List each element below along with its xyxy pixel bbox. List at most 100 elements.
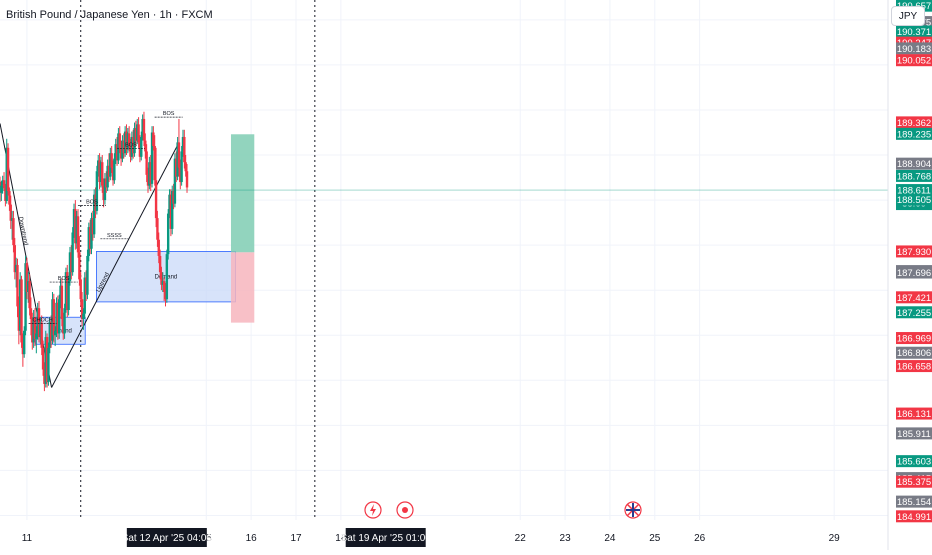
candle-body — [126, 133, 130, 150]
candle-body — [161, 281, 164, 285]
demand-zone — [35, 316, 86, 345]
candle-body — [103, 178, 107, 201]
price-tag-label: 185.603 — [897, 457, 931, 468]
candle-body — [21, 342, 25, 355]
price-tag-label: 186.806 — [897, 348, 931, 359]
candle-body — [119, 147, 123, 159]
candle-body — [169, 194, 173, 229]
candle-body — [148, 162, 151, 186]
candle-body — [179, 167, 182, 183]
candle-body — [172, 191, 175, 204]
candle-body — [111, 167, 115, 181]
candle-body — [173, 158, 177, 204]
candle-body — [185, 171, 189, 188]
price-tag — [896, 116, 932, 129]
price-tag — [896, 25, 932, 38]
candle-body — [5, 147, 8, 201]
price-tag-label: 189.362 — [897, 118, 931, 129]
candle-body — [47, 347, 50, 383]
price-tag-label: 187.255 — [897, 308, 931, 319]
price-tag-label: 190.183 — [897, 44, 931, 55]
candle-body — [107, 165, 111, 177]
candle-body — [162, 281, 166, 292]
candle-body — [18, 279, 22, 331]
price-tag-label: 186.658 — [897, 362, 931, 373]
candle-body — [79, 279, 82, 300]
candle-body — [160, 272, 163, 285]
candle-body — [114, 144, 117, 159]
price-tag-label: 185.154 — [897, 497, 931, 508]
candle-body — [113, 158, 116, 181]
candle-body — [88, 227, 92, 249]
candle-body — [14, 264, 18, 273]
candle-body — [133, 127, 136, 154]
candle-body — [132, 136, 135, 154]
candle-body — [136, 124, 139, 141]
candle-body — [157, 239, 160, 256]
time-tick-label: 24 — [604, 533, 616, 544]
candle-body — [82, 313, 85, 320]
time-axis: 1115161718222324252629Sat 12 Apr '25 04:… — [0, 520, 932, 550]
candle-body — [118, 133, 121, 148]
candle-body — [181, 136, 185, 152]
candle-body — [115, 144, 119, 161]
candle-body — [101, 162, 104, 186]
candle-body — [142, 118, 146, 141]
candle-body — [53, 330, 57, 336]
crosshair-time-label: Sat 12 Apr '25 04:00 — [122, 533, 213, 544]
candle-body — [154, 180, 158, 219]
candle-body — [121, 140, 124, 159]
record-event-icon — [396, 501, 414, 519]
candle-body — [84, 277, 88, 295]
candle-body — [12, 218, 15, 246]
candle-body — [9, 204, 12, 221]
candle-body — [183, 136, 186, 163]
candle-body — [32, 317, 35, 343]
candle-body — [83, 277, 86, 314]
time-tick-label: 18 — [335, 533, 347, 544]
candle-body — [58, 299, 61, 334]
candle-body — [180, 151, 183, 183]
candle-body — [27, 281, 30, 292]
candle-body — [110, 153, 113, 168]
candle-body — [55, 302, 58, 331]
candle-body — [123, 131, 127, 154]
candle-body — [164, 291, 167, 300]
currency-button[interactable]: JPY — [891, 6, 925, 26]
price-tag — [896, 360, 932, 373]
candle-body — [168, 194, 171, 214]
candle-body — [97, 160, 100, 172]
candle-body — [51, 299, 54, 341]
price-tag-label: 188.768 — [897, 171, 931, 182]
candle-body — [17, 306, 21, 331]
price-tag-label: 185.375 — [897, 477, 931, 488]
candle-body — [40, 322, 43, 348]
candle-body — [94, 194, 97, 211]
candle-body — [90, 218, 93, 249]
candle-body — [0, 185, 3, 193]
time-tick-label: 16 — [246, 533, 258, 544]
candle-body — [153, 145, 156, 181]
structure-label: BOS — [125, 143, 137, 149]
structure-label: BOS — [86, 199, 98, 205]
price-tag-label: 188.611 — [897, 186, 931, 197]
candle-body — [140, 136, 143, 157]
candle-body — [37, 308, 41, 338]
candle-body — [127, 133, 131, 146]
time-tick-label: 17 — [290, 533, 302, 544]
candle-body — [45, 337, 49, 383]
event-icons — [364, 501, 642, 519]
candle-body — [134, 127, 138, 141]
price-tag — [896, 427, 932, 440]
price-tag-label: 185.911 — [897, 429, 931, 440]
price-tag-label: 187.930 — [897, 247, 931, 258]
candle-body — [41, 347, 45, 370]
candle-body — [39, 322, 42, 338]
candle-body — [71, 232, 74, 273]
candle-body — [145, 151, 148, 175]
price-tag — [896, 193, 932, 206]
candle-body — [149, 162, 152, 184]
candles-layer — [0, 111, 189, 392]
